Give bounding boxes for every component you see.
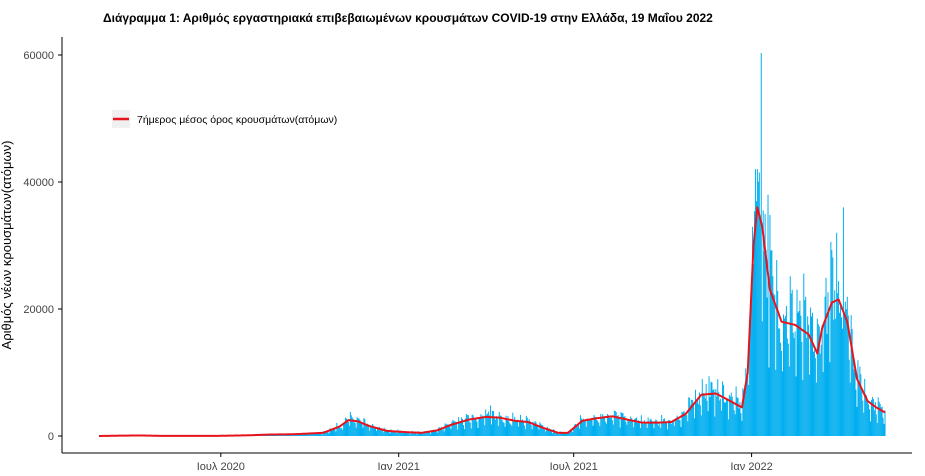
trend-line [98,206,886,437]
x-tick-label: Ιουλ 2020 [197,461,245,473]
legend-label: 7ήμερος μέσος όρος κρουσμάτων(ατόμων) [137,114,337,126]
y-tick-label: 60000 [23,50,54,62]
y-tick-label: 0 [48,431,54,443]
x-tick-label: Ιαν 2021 [377,461,419,473]
y-tick-label: 20000 [23,304,54,316]
x-axis-ticks: Ιουλ 2020 Ιαν 2021 Ιουλ 2021 Ιαν 2022 [197,453,773,473]
x-tick-label: Ιουλ 2021 [550,461,598,473]
chart-title: Διάγραμμα 1: Αριθμός εργαστηριακά επιβεβ… [103,11,713,25]
legend: 7ήμερος μέσος όρος κρουσμάτων(ατόμων) [112,110,337,128]
y-tick-label: 40000 [23,177,54,189]
y-axis-ticks: 0 20000 40000 60000 [23,50,62,443]
y-axis-label: Αριθμός νέων κρουσμάτων(ατόμων) [0,141,14,350]
trend-series [98,206,886,437]
bar-series [99,53,886,436]
x-tick-label: Ιαν 2022 [730,461,772,473]
